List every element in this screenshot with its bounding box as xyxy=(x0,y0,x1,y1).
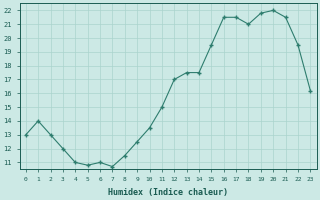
X-axis label: Humidex (Indice chaleur): Humidex (Indice chaleur) xyxy=(108,188,228,197)
